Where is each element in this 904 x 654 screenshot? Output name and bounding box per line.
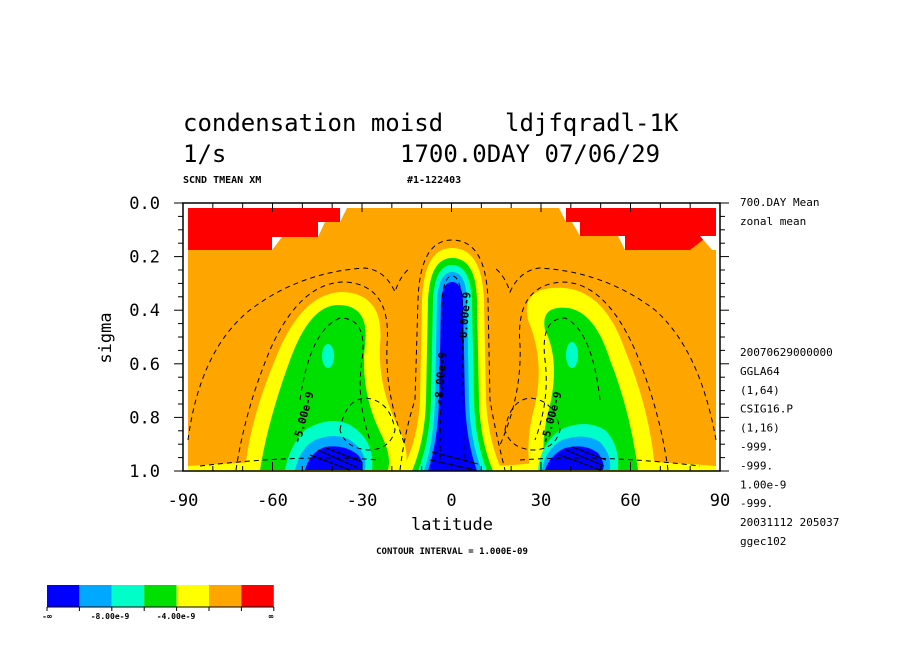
red-region-left xyxy=(188,208,340,250)
legend-swatch xyxy=(176,585,209,607)
x-tick-label: -90 xyxy=(168,491,199,511)
x-tick-labels: -90 -60 -30 0 30 60 90 xyxy=(168,491,731,511)
contour-field xyxy=(183,203,720,471)
side-info-top-2: zonal mean xyxy=(740,215,806,228)
units-label: 1/s xyxy=(183,140,226,168)
x-tick-label: 60 xyxy=(620,491,640,511)
side-info-line: 20031112 205037 xyxy=(740,516,839,529)
side-info-line: CSIG16.P xyxy=(740,403,793,416)
y-tick-label: 0.0 xyxy=(129,194,160,214)
legend-swatch xyxy=(79,585,112,607)
red-region-right xyxy=(566,208,716,250)
x-axis-label: latitude xyxy=(411,515,493,535)
y-tick-label: 0.2 xyxy=(129,248,160,268)
x-tick-label: -30 xyxy=(347,491,378,511)
y-tick-label: 1.0 xyxy=(129,462,160,482)
x-tick-label: 30 xyxy=(531,491,551,511)
color-legend xyxy=(46,585,275,611)
legend-swatch xyxy=(111,585,145,607)
y-axis-label: sigma xyxy=(96,312,116,363)
side-info-lines: 20070629000000 GGLA64 (1,64) CSIG16.P (1,16)… xyxy=(740,346,839,548)
legend-label-pos-inf: ∞ xyxy=(269,612,274,621)
legend-label-neg4: -4.00e-9 xyxy=(157,612,196,621)
legend-swatch xyxy=(144,585,177,607)
side-info-line: 20070629000000 xyxy=(740,346,833,359)
side-info-line: 1.00e-9 xyxy=(740,478,786,491)
legend-label-neg8: -8.00e-9 xyxy=(91,612,130,621)
y-tick-label: 0.6 xyxy=(129,355,160,375)
side-info-top-1: 700.DAY Mean xyxy=(740,196,819,209)
side-info-line: -999. xyxy=(740,459,773,472)
y-tick-labels: 0.0 0.2 0.4 0.6 0.8 1.0 xyxy=(129,194,160,482)
legend-label-neg-inf: -∞ xyxy=(42,612,52,621)
side-info-line: (1,64) xyxy=(740,384,780,397)
subtitle-right: #1-122403 xyxy=(407,175,461,186)
title-right: ldjfqradl-1K xyxy=(505,109,679,137)
x-tick-label: 0 xyxy=(446,491,456,511)
time-label: 1700.0DAY 07/06/29 xyxy=(400,140,660,168)
side-info-line: -999. xyxy=(740,441,773,454)
legend-swatch xyxy=(209,585,242,607)
side-info-line: -999. xyxy=(740,497,773,510)
title-left: condensation moisd xyxy=(183,109,443,137)
contour-label-3: -8.00e-9 xyxy=(456,291,474,345)
legend-swatch xyxy=(241,585,274,607)
x-tick-label: 90 xyxy=(710,491,730,511)
y-tick-label: 0.8 xyxy=(129,408,160,428)
legend-swatch xyxy=(47,585,80,607)
subtitle-left: SCND TMEAN XM xyxy=(183,175,261,186)
side-info-line: (1,16) xyxy=(740,422,780,435)
side-info-line: ggec102 xyxy=(740,535,786,548)
x-tick-label: -60 xyxy=(257,491,288,511)
side-info-line: GGLA64 xyxy=(740,365,780,378)
y-tick-label: 0.4 xyxy=(129,301,160,321)
contour-label-2: -8.00e-9 xyxy=(432,351,450,405)
contour-interval: CONTOUR INTERVAL = 1.000E-09 xyxy=(376,547,528,557)
axis-ticks xyxy=(174,202,729,472)
